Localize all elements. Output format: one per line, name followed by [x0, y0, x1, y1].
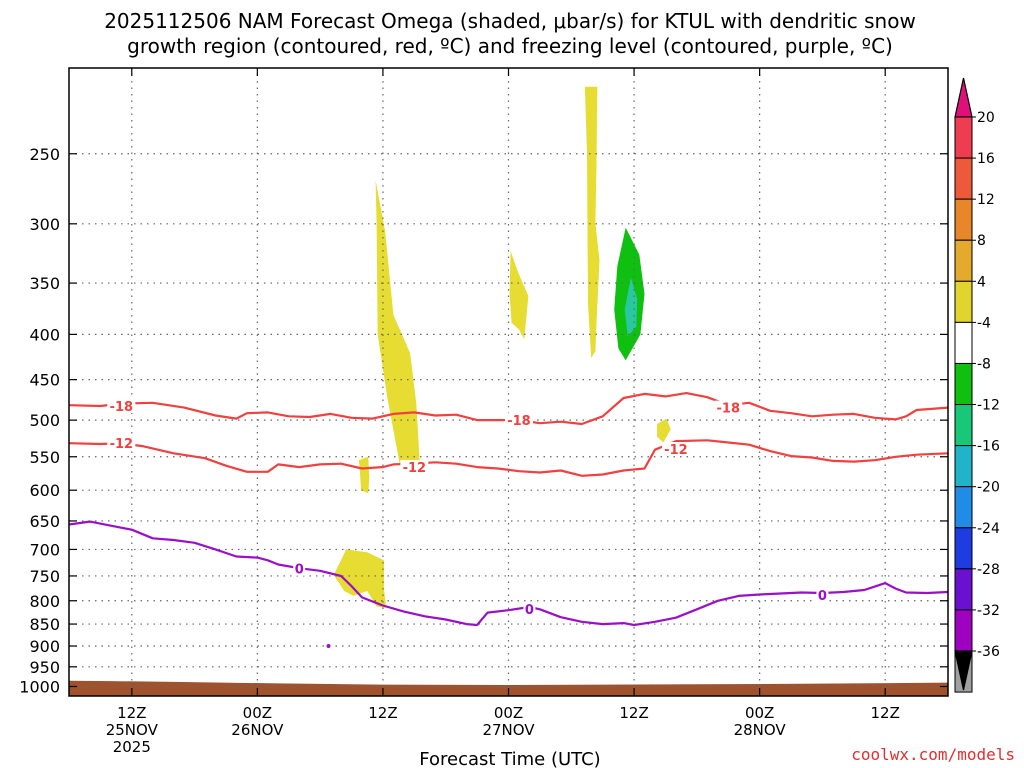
title-line-1: 2025112506 NAM Forecast Omega (shaded, μ…: [104, 9, 916, 33]
colorbar-label-3: 8: [977, 233, 986, 249]
x-tick-label-30: 12Z: [368, 704, 397, 722]
y-tick-label-850: 850: [29, 615, 60, 634]
x-tick-date-6: 25NOV: [106, 721, 159, 739]
colorbar-label-1: 16: [977, 151, 995, 167]
y-tick-label-750: 750: [29, 567, 60, 586]
contour-label-2-2: 0: [818, 589, 827, 604]
contour-label-bg-0-0: [107, 399, 136, 414]
omega-shade-0: [375, 180, 420, 474]
colorbar-label-9: -20: [977, 480, 1000, 496]
omega-shade-1: [358, 456, 370, 494]
isolated-mark-0: [326, 644, 331, 649]
x-tick-label-54: 12Z: [619, 704, 648, 722]
x-tick-label-42: 00Z: [494, 704, 523, 722]
colorbar-label-5: -4: [977, 315, 991, 331]
y-tick-label-350: 350: [29, 274, 60, 293]
plot-area: -18 -18 -18 -12 -12 -12 0 0 0 250 300 350 400 450 500 5…: [19, 67, 949, 756]
colorbar-swatch-11: [954, 568, 973, 611]
omega-shade-4: [584, 86, 600, 358]
contour-label-bg-2-2: [816, 587, 829, 602]
y-tick-label-600: 600: [29, 481, 60, 500]
contour-label-1-0: -12: [110, 437, 134, 452]
x-axis-label: Forecast Time (UTC): [419, 749, 600, 768]
contour-label-bg-1-1: [400, 460, 429, 475]
omega-shade-5: [657, 418, 671, 443]
x-tick-date-66: 28NOV: [734, 721, 787, 739]
contour-label-0-1: -18: [507, 414, 531, 429]
contour-label-0-0: -18: [110, 400, 134, 415]
colorbar-swatch-6: [954, 362, 973, 406]
colorbar-swatch-5: [954, 321, 973, 364]
contour-label-1-2: -12: [664, 443, 688, 458]
colorbar-label-4: 4: [977, 274, 986, 290]
contour-label-bg-0-2: [714, 400, 743, 415]
x-tick-label-6: 12Z: [117, 704, 146, 722]
colorbar-label-0: 20: [977, 110, 995, 126]
colorbar-swatch-7: [954, 404, 973, 447]
y-tick-label-1000: 1000: [19, 678, 60, 697]
colorbar-label-8: -16: [977, 439, 1000, 455]
contour-label-1-1: -12: [403, 461, 427, 476]
x-tick-label-18: 00Z: [243, 704, 272, 722]
y-tick-label-950: 950: [29, 658, 60, 677]
contour-label-2-1: 0: [525, 603, 534, 618]
omega-shade-3: [509, 251, 529, 340]
contour-label-bg-2-1: [523, 601, 536, 616]
colorbar-label-2: 12: [977, 192, 995, 208]
y-tick-label-400: 400: [29, 325, 60, 344]
x-tick-label-78: 12Z: [871, 704, 900, 722]
colorbar-swatch-10: [954, 527, 973, 570]
credit-text: coolwx.com/models: [851, 745, 1015, 764]
y-tick-label-450: 450: [29, 371, 60, 390]
contour-label-bg-2-0: [293, 561, 306, 576]
y-tick-label-800: 800: [29, 592, 60, 611]
colorbar-swatch-3: [954, 239, 973, 282]
plot-content: -18 -18 -18 -12 -12 -12 0 0 0: [69, 68, 948, 696]
y-tick-label-650: 650: [29, 512, 60, 531]
y-tick-label-300: 300: [29, 215, 60, 234]
y-tick-label-500: 500: [29, 411, 60, 430]
x-tick-date-42: 27NOV: [482, 721, 535, 739]
colorbar-top-arrow: [954, 77, 973, 118]
omega-shade-2: [333, 549, 387, 608]
colorbar-bottom-arrow: [954, 650, 973, 691]
contour-label-0-2: -18: [717, 402, 741, 417]
y-tick-label-250: 250: [29, 145, 60, 164]
x-tick-year-6: 2025: [113, 738, 151, 756]
colorbar-label-13: -36: [977, 644, 1000, 660]
colorbar-label-12: -32: [977, 603, 1000, 619]
colorbar-swatch-2: [954, 198, 973, 241]
colorbar-swatch-4: [954, 280, 973, 323]
y-tick-label-700: 700: [29, 540, 60, 559]
contour-label-2-0: 0: [295, 563, 304, 578]
contour-label-bg-0-1: [504, 413, 533, 428]
title-line-2: growth region (contoured, red, ºC) and f…: [127, 34, 893, 58]
colorbar-label-11: -28: [977, 562, 1000, 578]
colorbar-swatch-0: [954, 116, 973, 159]
contour-line-1: [69, 439, 948, 477]
colorbar-swatch-12: [954, 609, 973, 652]
colorbar-label-7: -12: [977, 398, 1000, 414]
x-tick-label-66: 00Z: [745, 704, 774, 722]
colorbar-label-6: -8: [977, 356, 991, 372]
colorbar-swatch-8: [954, 445, 973, 488]
colorbar-swatch-1: [954, 157, 973, 200]
colorbar-label-10: -24: [977, 521, 1000, 537]
y-tick-label-900: 900: [29, 637, 60, 656]
colorbar-swatch-9: [954, 486, 973, 529]
y-tick-label-550: 550: [29, 448, 60, 467]
colorbar: 20 16 12 8 4 -4 -8 -12 -16 -20 -24 -28 -32 -36: [954, 77, 1000, 693]
contour-label-bg-1-2: [661, 441, 690, 456]
x-tick-date-18: 26NOV: [231, 721, 284, 739]
contour-label-bg-1-0: [107, 436, 136, 451]
